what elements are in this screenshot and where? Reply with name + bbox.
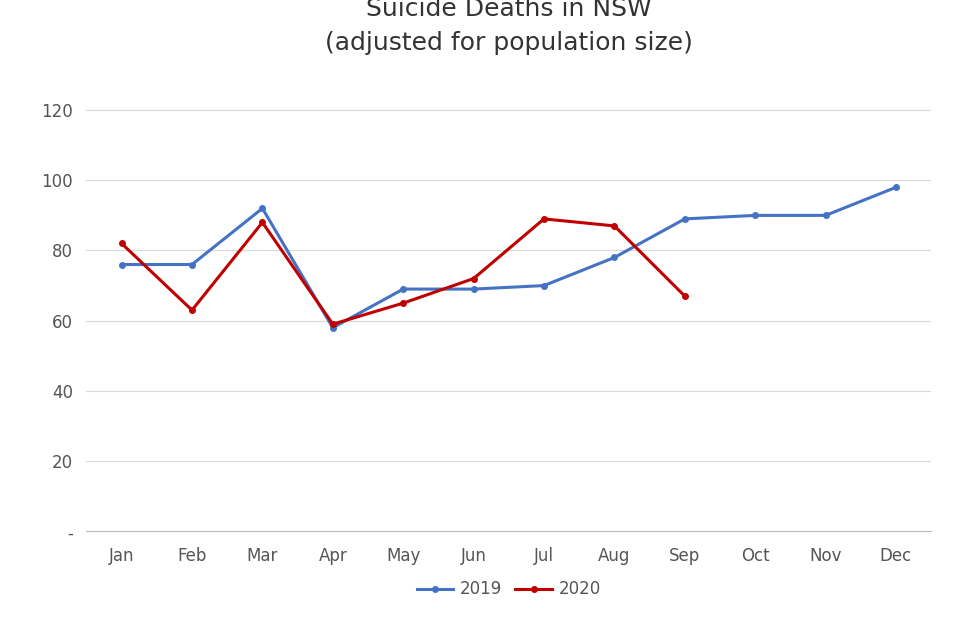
2020 <box>609 222 620 229</box>
2019 <box>468 286 479 293</box>
2019 <box>890 184 901 191</box>
2019 <box>116 261 128 268</box>
2019 <box>820 212 831 219</box>
2020 <box>679 292 690 300</box>
2019 <box>679 215 690 222</box>
2019 <box>539 282 550 289</box>
Title: Suicide Deaths in NSW
(adjusted for population size): Suicide Deaths in NSW (adjusted for popu… <box>324 0 693 55</box>
2019 <box>397 286 409 293</box>
2019 <box>750 212 761 219</box>
2020 <box>327 321 339 328</box>
2019 <box>609 254 620 261</box>
2020 <box>397 299 409 307</box>
2019 <box>327 324 339 331</box>
2020 <box>539 215 550 222</box>
Line: 2019: 2019 <box>119 184 899 331</box>
2020 <box>256 219 268 226</box>
2019 <box>256 204 268 212</box>
2020 <box>186 306 198 314</box>
Line: 2020: 2020 <box>119 216 687 327</box>
2020 <box>468 275 479 282</box>
Legend: 2019, 2020: 2019, 2020 <box>410 574 608 605</box>
2019 <box>186 261 198 268</box>
2020 <box>116 240 128 248</box>
